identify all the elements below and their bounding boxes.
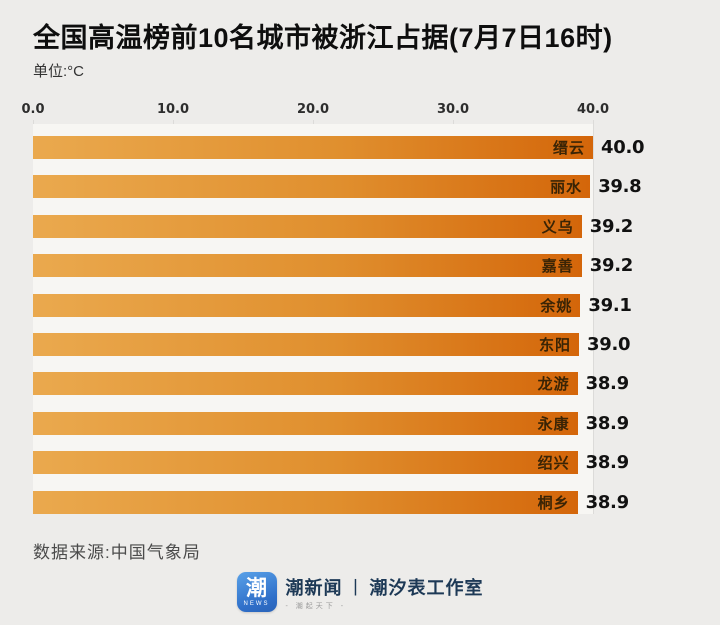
logo-icon-glyph: 潮 [246, 576, 267, 600]
bar-value-label: 39.0 [587, 334, 631, 355]
temperature-bar: 东阳 [33, 333, 579, 356]
bar-row: 缙云 40.0 [33, 136, 645, 159]
bar-city-label: 义乌 [541, 218, 574, 236]
bar-city-label: 余姚 [540, 297, 573, 315]
x-tick-label: 30.0 [436, 102, 470, 117]
bar-value-label: 38.9 [585, 373, 630, 395]
bar-row: 永康 38.9 [33, 411, 630, 435]
temperature-bar: 龙游 [33, 372, 578, 396]
temperature-bar: 桐乡 [33, 490, 578, 514]
bar-value-label: 39.2 [589, 255, 634, 277]
chao-news-app-icon: 潮 NEWS [236, 572, 277, 612]
bar-value-label: 38.9 [585, 491, 630, 513]
chart-title: 全国高温榜前10名城市被浙江占据(7月7日16时) [33, 23, 613, 53]
temperature-bar: 义乌 [33, 214, 582, 238]
x-tick-label: 20.0 [296, 102, 330, 117]
logo-text-block: 潮新闻丨潮汐表工作室 - 潮起天下 - [286, 572, 484, 611]
logo-studio-name: 潮汐表工作室 [369, 578, 484, 598]
bar-city-label: 东阳 [538, 337, 571, 354]
bar-row: 丽水 39.8 [33, 175, 642, 199]
data-source-label: 数据来源:中国气象局 [33, 543, 201, 562]
unit-label: 单位:°C [33, 63, 84, 80]
logo-icon-caption: NEWS [243, 600, 270, 607]
logo-brand-line: 潮新闻丨潮汐表工作室 [286, 578, 484, 598]
temperature-bar: 绍兴 [33, 451, 578, 475]
temperature-bar: 余姚 [33, 293, 581, 317]
temperature-bar: 缙云 [33, 136, 593, 159]
x-tick-label: 40.0 [576, 102, 610, 117]
bar-row: 桐乡 38.9 [33, 490, 630, 514]
bar-city-label: 桐乡 [537, 494, 570, 512]
bar-city-label: 永康 [537, 415, 570, 433]
logo-brand-name: 潮新闻 [285, 578, 343, 598]
bar-city-label: 嘉善 [541, 258, 574, 276]
bar-row: 嘉善 39.2 [33, 254, 634, 278]
temperature-bar: 丽水 [33, 175, 591, 199]
logo-tagline: - 潮起天下 - [285, 603, 347, 610]
temperature-bar: 嘉善 [33, 254, 582, 278]
logo-divider: 丨 [346, 578, 366, 598]
temperature-bar: 永康 [33, 411, 578, 435]
bar-value-label: 38.9 [585, 412, 630, 434]
bar-row: 东阳 39.0 [33, 333, 631, 356]
bar-value-label: 39.1 [588, 294, 632, 316]
x-tick-label: 0.0 [21, 102, 45, 117]
bar-city-label: 龙游 [537, 376, 570, 394]
bar-value-label: 40.0 [601, 137, 645, 158]
chart-canvas: 0.0 10.0 20.0 30.0 40.0 缙云 40.0 丽水 39.8 义乌 3… [0, 96, 720, 520]
bar-value-label: 39.2 [589, 215, 634, 237]
bar-row: 龙游 38.9 [33, 372, 630, 396]
publisher-logo: 潮 NEWS 潮新闻丨潮汐表工作室 - 潮起天下 - [0, 572, 720, 612]
gridline [593, 120, 594, 514]
bar-value-label: 38.9 [585, 452, 630, 474]
bar-city-label: 缙云 [552, 140, 585, 157]
bar-row: 义乌 39.2 [33, 214, 634, 238]
bar-row: 余姚 39.1 [33, 293, 632, 317]
bar-row: 绍兴 38.9 [33, 451, 630, 475]
x-tick-label: 10.0 [156, 102, 190, 117]
bar-city-label: 绍兴 [537, 455, 570, 473]
bar-city-label: 丽水 [550, 179, 583, 197]
bar-value-label: 39.8 [598, 176, 642, 198]
